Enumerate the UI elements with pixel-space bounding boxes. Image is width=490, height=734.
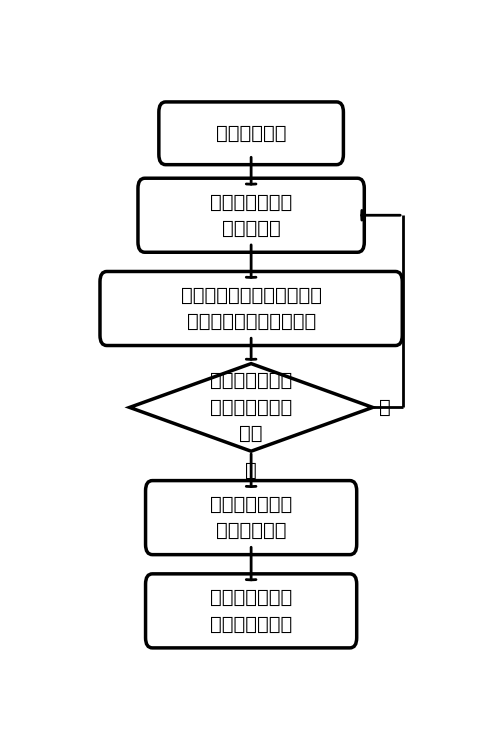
Text: 若干件压合双联
齿轮的磨削加工: 若干件压合双联 齿轮的磨削加工 [210, 588, 292, 633]
Text: 齿槽中心重合的
偏差值是否满足
需求: 齿槽中心重合的 偏差值是否满足 需求 [210, 371, 292, 443]
Text: 是: 是 [245, 462, 257, 480]
FancyBboxPatch shape [100, 272, 402, 346]
FancyBboxPatch shape [146, 481, 357, 555]
FancyBboxPatch shape [146, 574, 357, 648]
Text: 固定砂轮位置: 固定砂轮位置 [216, 124, 286, 143]
FancyBboxPatch shape [138, 178, 364, 252]
Text: 首件压合双联齿
轮的磨削加工: 首件压合双联齿 轮的磨削加工 [210, 495, 292, 540]
Text: 根据非接触式对齿侧头实现
压合双联齿轮的二次对齿: 根据非接触式对齿侧头实现 压合双联齿轮的二次对齿 [181, 286, 321, 331]
FancyBboxPatch shape [159, 102, 343, 164]
Polygon shape [129, 363, 373, 451]
Text: 磨削机床确认同
步基准位置: 磨削机床确认同 步基准位置 [210, 192, 292, 238]
Text: 否: 否 [379, 398, 391, 417]
